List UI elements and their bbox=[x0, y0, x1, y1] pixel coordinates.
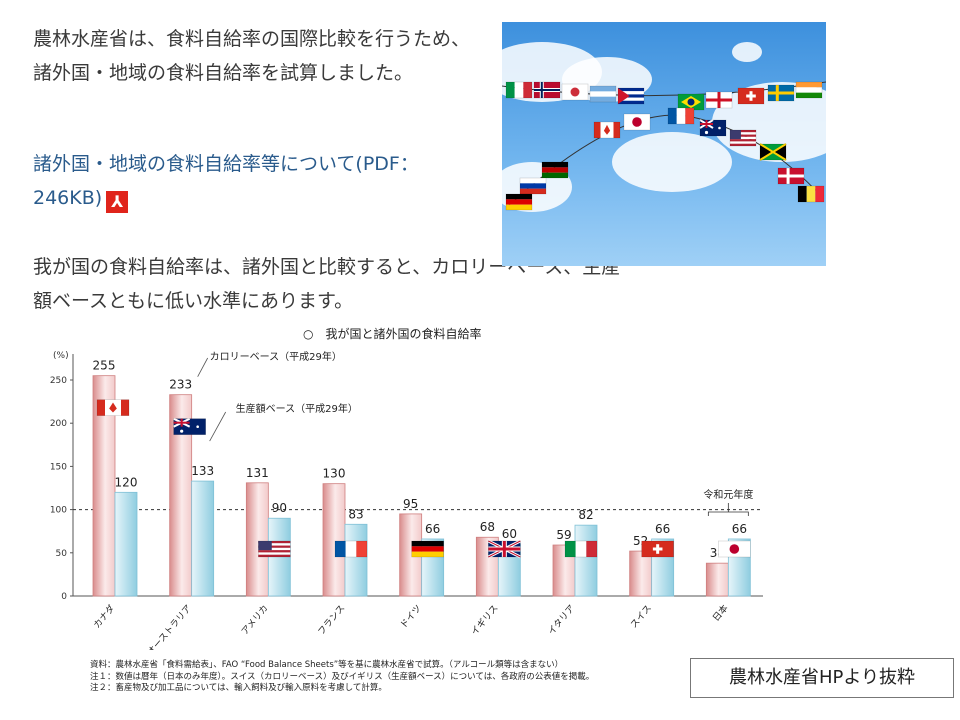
photo-flag-russia bbox=[519, 177, 547, 195]
photo-flag-norway bbox=[533, 81, 561, 99]
pdf-link-label[interactable]: 諸外国・地域の食料自給率等について(PDF：246KB) bbox=[33, 153, 419, 209]
series-label-calorie: カロリーベース（平成29年） bbox=[210, 350, 342, 363]
label-production-2: 90 bbox=[272, 501, 287, 515]
label-production-7: 66 bbox=[655, 522, 670, 536]
y-axis-label: (%) bbox=[53, 351, 69, 361]
y-tick-label: 100 bbox=[50, 506, 67, 516]
photo-flag-japan bbox=[623, 113, 651, 131]
photo-flag-sweden bbox=[767, 84, 795, 102]
category-label-7: スイス bbox=[629, 604, 654, 631]
source-label: 農林水産省HPより抜粋 bbox=[690, 658, 954, 698]
bar-calorie-2 bbox=[245, 482, 269, 597]
flag-germany bbox=[411, 540, 444, 558]
bar-production-3 bbox=[344, 523, 368, 597]
chart-title: ○ 我が国と諸外国の食料自給率 bbox=[303, 326, 481, 341]
flag-usa bbox=[258, 540, 291, 558]
bar-calorie-3 bbox=[322, 483, 346, 597]
callout-line-calorie bbox=[197, 357, 209, 377]
pdf-link[interactable]: 諸外国・地域の食料自給率等について(PDF：246KB) ⅄ bbox=[33, 147, 483, 215]
flag-japan bbox=[718, 540, 751, 558]
note-2: 注２：畜産物及び加工品については、輸入飼料及び輸入原料を考慮して計算。 bbox=[90, 683, 387, 693]
callout-line-production bbox=[209, 411, 227, 442]
category-label-8: 日本 bbox=[710, 602, 731, 624]
y-tick-label: 50 bbox=[56, 549, 68, 559]
bar-production-0 bbox=[114, 491, 138, 597]
photo-flag-france bbox=[667, 107, 695, 125]
photo-flag-kenya bbox=[541, 161, 569, 179]
bar-production-6 bbox=[574, 524, 598, 597]
flags-sky-photo bbox=[502, 22, 826, 266]
category-label-5: イギリス bbox=[469, 603, 501, 638]
label-production-0: 120 bbox=[115, 475, 138, 489]
category-label-3: フランス bbox=[316, 603, 347, 638]
label-production-3: 83 bbox=[348, 507, 363, 521]
label-production-8: 66 bbox=[732, 522, 747, 536]
y-tick-label: 250 bbox=[50, 376, 67, 386]
flag-canada bbox=[96, 399, 130, 416]
photo-flag-italy bbox=[505, 81, 533, 99]
annotation-japan-fy: 令和元年度 bbox=[703, 488, 753, 501]
flag-garlands bbox=[502, 81, 826, 211]
label-production-1: 133 bbox=[191, 464, 214, 478]
photo-flag-jamaica bbox=[759, 143, 787, 161]
label-production-4: 66 bbox=[425, 522, 440, 536]
flag-france bbox=[334, 540, 368, 558]
annotation-bracket bbox=[707, 511, 749, 516]
photo-flag-england bbox=[705, 91, 733, 109]
photo-flag-denmark bbox=[777, 167, 805, 185]
photo-flag-belgium bbox=[797, 185, 825, 203]
bar-production-2 bbox=[267, 517, 291, 597]
y-tick-label: 150 bbox=[50, 462, 67, 472]
category-label-2: アメリカ bbox=[239, 603, 270, 637]
chart-notes: 資料：農林水産省「食料需給表」、FAO “Food Balance Sheets… bbox=[90, 660, 594, 695]
photo-flag-korea bbox=[561, 83, 589, 101]
label-calorie-3: 130 bbox=[323, 467, 346, 481]
bar-production-1 bbox=[191, 480, 215, 597]
photo-flag-canada bbox=[593, 121, 621, 139]
flag-uk bbox=[487, 539, 522, 559]
series-label-production: 生産額ベース（平成29年） bbox=[236, 402, 358, 415]
category-label-4: ドイツ bbox=[399, 604, 424, 631]
label-production-6: 82 bbox=[578, 508, 593, 522]
bar-calorie-7 bbox=[629, 550, 653, 597]
photo-flag-switzerland bbox=[737, 87, 765, 105]
category-label-0: カナダ bbox=[91, 602, 118, 630]
self-sufficiency-chart: ○ 我が国と諸外国の食料自給率 (%) 0 50 100 150 200 250 255 120 カ… bbox=[50, 326, 763, 650]
category-label-1: オーストラリア bbox=[145, 603, 194, 650]
note-source: 資料：農林水産省「食料需給表」、FAO “Food Balance Sheets… bbox=[90, 660, 564, 670]
label-calorie-2: 131 bbox=[246, 466, 269, 480]
pdf-icon[interactable]: ⅄ bbox=[106, 191, 129, 213]
bar-calorie-0 bbox=[92, 375, 116, 597]
label-calorie-1: 233 bbox=[169, 378, 192, 392]
flag-italy bbox=[564, 540, 598, 558]
flag-australia bbox=[173, 417, 206, 435]
intro-paragraph: 農林水産省は、食料自給率の国際比較を行うため、諸外国・地域の食料自給率を試算しま… bbox=[33, 28, 471, 84]
y-tick-label: 0 bbox=[61, 592, 67, 602]
photo-flag-brazil bbox=[677, 93, 705, 111]
label-calorie-6: 59 bbox=[556, 528, 571, 542]
label-calorie-5: 68 bbox=[480, 520, 495, 534]
note-1: 注１：数値は暦年（日本のみ年度）。スイス（カロリーベース）及びイギリス（生産額ベ… bbox=[90, 671, 595, 682]
y-tick-label: 200 bbox=[50, 419, 67, 429]
bar-calorie-8 bbox=[705, 562, 729, 597]
summary-paragraph: 我が国の食料自給率は、諸外国と比較すると、カロリーベース、生産額ベースともに低い… bbox=[33, 256, 621, 312]
category-label-6: イタリア bbox=[546, 603, 577, 637]
photo-flag-india bbox=[795, 81, 823, 99]
label-calorie-4: 95 bbox=[403, 497, 418, 511]
flag-switzerland bbox=[641, 540, 674, 558]
label-production-5: 60 bbox=[502, 527, 517, 541]
label-calorie-0: 255 bbox=[93, 359, 116, 373]
photo-flag-germany bbox=[505, 193, 533, 211]
photo-flag-argentina bbox=[589, 85, 617, 103]
photo-flag-australia bbox=[699, 119, 727, 137]
photo-flag-cuba bbox=[617, 87, 645, 105]
photo-flag-usa bbox=[729, 129, 757, 147]
